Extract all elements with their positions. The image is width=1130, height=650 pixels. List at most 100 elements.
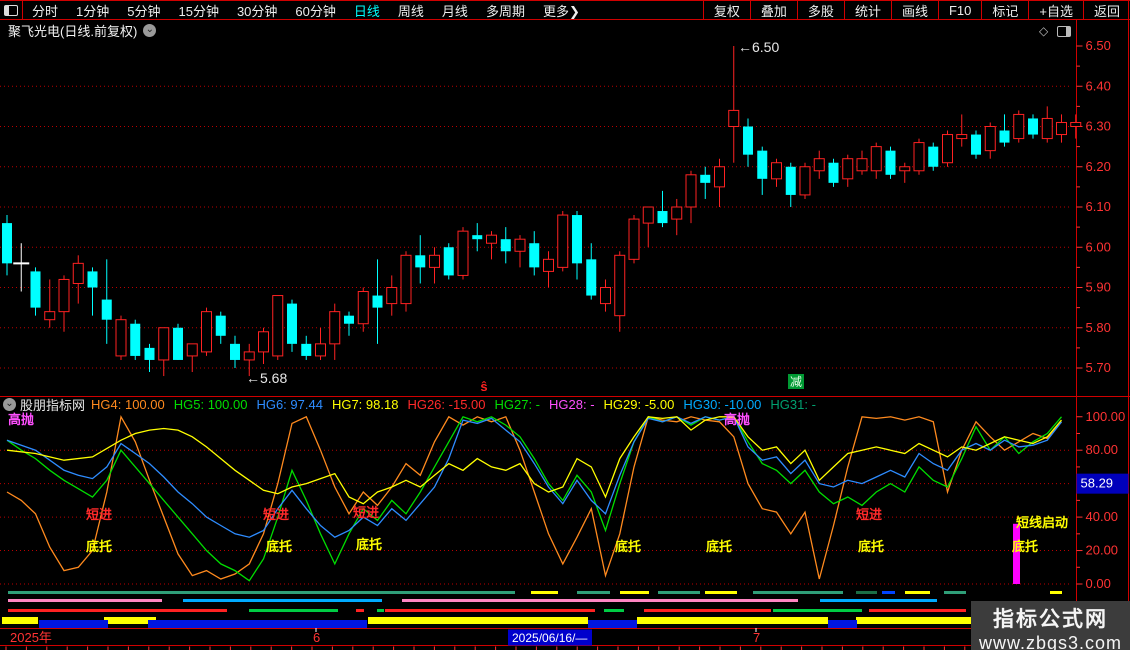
candle-10 <box>144 347 155 360</box>
candle-17 <box>243 351 255 361</box>
candle-65 <box>928 146 939 167</box>
diamond-icon[interactable]: ◇ <box>1039 24 1049 38</box>
candle-30 <box>429 254 440 268</box>
label: 底托 <box>615 539 641 554</box>
indicator-source[interactable]: 股朋指标网 <box>20 398 86 412</box>
ribbon-row-0 <box>856 591 877 594</box>
ribbon-row-2 <box>773 609 862 612</box>
tool-item-6[interactable]: 标记 <box>981 1 1028 19</box>
candle-44 <box>628 218 640 260</box>
candle-0 <box>2 223 12 264</box>
chevron-down-icon[interactable]: ⌄ <box>143 24 157 37</box>
tool-item-1[interactable]: 叠加 <box>749 1 797 19</box>
menu-item-7[interactable]: 周线 <box>397 3 424 19</box>
indicator-line-HG5 <box>6 416 1062 582</box>
label: 58.29 <box>1081 476 1114 491</box>
label: 6 <box>313 630 320 645</box>
panel-layout-icon[interactable] <box>1057 26 1071 37</box>
tool-item-2[interactable]: 多股 <box>796 1 844 19</box>
indicator-field-HG5: HG5: 100.00 <box>173 397 248 412</box>
candle-60 <box>856 158 868 172</box>
split-pane-right-icon <box>1057 26 1071 37</box>
candle-56 <box>799 166 811 196</box>
label: 底托 <box>356 537 382 552</box>
ribbon-row-3 <box>2 617 38 624</box>
label: 短进 <box>353 505 379 520</box>
ribbon-row-0 <box>882 591 895 594</box>
ribbon-row-1 <box>8 599 162 602</box>
ribbon-row-2 <box>356 609 364 612</box>
menu-item-2[interactable]: 5分钟 <box>127 3 161 19</box>
indicator-line-HG4 <box>6 414 1062 580</box>
menu-item-8[interactable]: 月线 <box>441 3 468 19</box>
label: 底托 <box>1012 539 1038 554</box>
label: 底托 <box>706 539 732 554</box>
tool-item-3[interactable]: 统计 <box>843 1 891 19</box>
label: 6.20 <box>1086 159 1111 174</box>
ribbon-row-2 <box>869 609 966 612</box>
candlestick-chart[interactable] <box>2 46 1082 377</box>
label: 短进 <box>263 507 289 522</box>
ribbon-row-2 <box>377 609 384 612</box>
stock-title: 聚飞光电(日线.前复权) <box>8 24 138 39</box>
candle-50 <box>714 166 725 188</box>
ribbon-row-1 <box>820 599 937 602</box>
label: 0.00 <box>1086 576 1111 591</box>
menu-item-5[interactable]: 60分钟 <box>295 3 336 19</box>
ribbon-row-2 <box>604 609 624 612</box>
menu-item-6[interactable]: 日线 <box>353 3 380 19</box>
label: 减 <box>790 375 802 389</box>
ribbon-row-0 <box>620 591 649 594</box>
candle-31 <box>443 247 454 276</box>
ribbon-row-2 <box>385 609 595 612</box>
tool-item-4[interactable]: 画线 <box>890 1 938 19</box>
tools-menu: 复权 叠加 多股 统计 画线 F10 标记 +自选 返回 <box>702 1 1130 19</box>
candle-22 <box>315 343 326 357</box>
candle-24 <box>344 315 354 324</box>
tool-item-7[interactable]: +自选 <box>1028 1 1083 19</box>
ribbon-row-2 <box>8 609 227 612</box>
menu-item-3[interactable]: 15分钟 <box>178 3 219 19</box>
label: 2025/06/16/— <box>512 631 587 645</box>
menu-item-4[interactable]: 30分钟 <box>236 3 278 19</box>
candle-11 <box>158 327 170 361</box>
window-layout-icon[interactable] <box>0 1 23 19</box>
candle-35 <box>500 239 511 252</box>
indicator-field-HG30: HG30: -10.00 <box>683 397 762 412</box>
menu-item-0[interactable]: 分时 <box>32 3 59 19</box>
menu-item-1[interactable]: 1分钟 <box>76 3 110 19</box>
ribbon-row-0 <box>905 591 930 594</box>
menu-item-9[interactable]: 多周期 <box>485 3 525 19</box>
label: 5.90 <box>1086 280 1111 295</box>
label: ←6.50 <box>738 39 779 55</box>
label: ←5.68 <box>246 370 287 386</box>
label: 底托 <box>266 539 292 554</box>
candle-68 <box>971 134 981 155</box>
indicator-field-HG26: HG26: -15.00 <box>407 397 486 412</box>
tool-item-0[interactable]: 复权 <box>702 1 750 19</box>
indicator-field-HG27: HG27: - <box>494 397 541 412</box>
label: 20.00 <box>1086 543 1119 558</box>
candle-33 <box>472 235 483 240</box>
watermark: 指标公式网 www.zbgs3.com <box>971 601 1130 650</box>
indicator-field-HG6: HG6: 97.44 <box>256 397 323 412</box>
candle-43 <box>614 254 626 317</box>
candle-45 <box>642 206 654 224</box>
chevron-down-icon[interactable]: ⌄ <box>3 398 16 411</box>
period-menu: 分时 1分钟 5分钟 15分钟 30分钟 60分钟 日线 周线 月线 多周期 更多❯ <box>23 1 589 20</box>
indicator-field-HG7: HG7: 98.18 <box>331 397 399 412</box>
cursor-value-box <box>1076 473 1129 494</box>
ribbon-row-0 <box>577 591 610 594</box>
candle-38 <box>543 258 554 272</box>
tool-item-8[interactable]: 返回 <box>1082 1 1130 19</box>
label: 底托 <box>858 539 884 554</box>
candle-57 <box>813 158 825 172</box>
tool-item-5[interactable]: F10 <box>937 1 981 19</box>
label: 40.00 <box>1086 509 1119 524</box>
indicator-header: ⌄ 股朋指标网 HG4: 100.00 HG5: 100.00 HG6: 97.44… <box>0 397 1070 412</box>
menu-item-10[interactable]: 更多❯ <box>542 3 580 19</box>
label: 底托 <box>86 539 112 554</box>
candle-18 <box>258 331 269 353</box>
